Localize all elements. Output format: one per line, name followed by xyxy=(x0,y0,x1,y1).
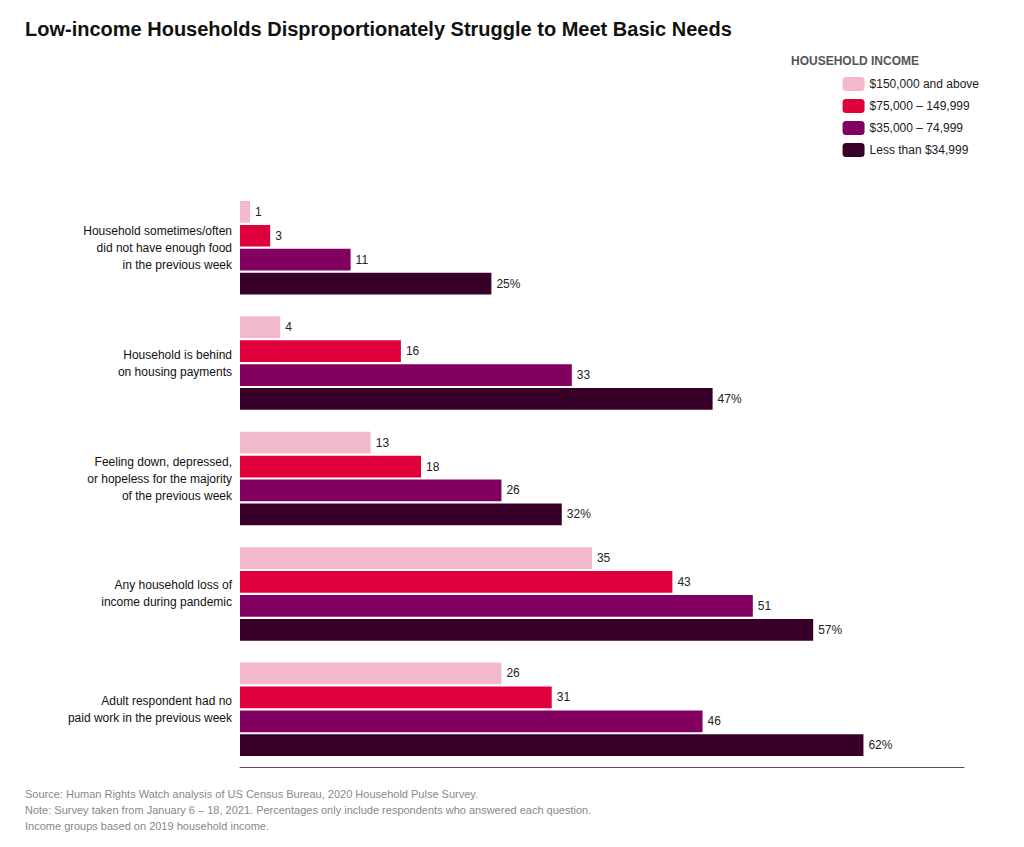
svg-text:26: 26 xyxy=(506,666,520,680)
svg-text:$150,000 and above: $150,000 and above xyxy=(870,77,980,91)
svg-text:Adult respondent had no: Adult respondent had no xyxy=(101,694,232,708)
svg-text:Income groups based on 2019 ho: Income groups based on 2019 household in… xyxy=(25,820,269,832)
svg-text:62%: 62% xyxy=(868,738,892,752)
svg-text:did not have enough food: did not have enough food xyxy=(97,241,232,255)
svg-text:13: 13 xyxy=(376,436,390,450)
svg-text:32%: 32% xyxy=(567,507,591,521)
svg-text:paid work in the previous week: paid work in the previous week xyxy=(68,711,233,725)
svg-text:57%: 57% xyxy=(818,623,842,637)
svg-text:Source: Human Rights Watch ana: Source: Human Rights Watch analysis of U… xyxy=(25,788,478,800)
svg-text:16: 16 xyxy=(406,344,420,358)
svg-text:HOUSEHOLD INCOME: HOUSEHOLD INCOME xyxy=(791,54,919,68)
svg-text:Feeling down, depressed,: Feeling down, depressed, xyxy=(95,455,232,469)
svg-text:income during pandemic: income during pandemic xyxy=(101,595,232,609)
svg-text:25%: 25% xyxy=(496,277,520,291)
svg-text:$75,000 – 149,999: $75,000 – 149,999 xyxy=(870,99,970,113)
svg-text:1: 1 xyxy=(255,205,262,219)
svg-text:Note: Survey taken from Januar: Note: Survey taken from January 6 – 18, … xyxy=(25,804,591,816)
svg-text:on housing payments: on housing payments xyxy=(118,365,232,379)
svg-text:31: 31 xyxy=(557,690,571,704)
svg-text:26: 26 xyxy=(506,483,520,497)
svg-text:or hopeless for the majority: or hopeless for the majority xyxy=(87,472,232,486)
svg-text:Household is behind: Household is behind xyxy=(123,348,232,362)
svg-text:33: 33 xyxy=(577,368,591,382)
svg-text:3: 3 xyxy=(275,229,282,243)
svg-text:in the previous week: in the previous week xyxy=(123,258,233,272)
svg-text:46: 46 xyxy=(708,714,722,728)
svg-text:43: 43 xyxy=(677,575,691,589)
svg-text:Low-income Households Dispropo: Low-income Households Disproportionately… xyxy=(25,18,732,40)
svg-text:Any household loss of: Any household loss of xyxy=(115,578,233,592)
svg-text:$35,000 – 74,999: $35,000 – 74,999 xyxy=(870,121,964,135)
svg-text:4: 4 xyxy=(285,320,292,334)
svg-text:47%: 47% xyxy=(718,392,742,406)
svg-text:51: 51 xyxy=(758,599,772,613)
svg-text:18: 18 xyxy=(426,460,440,474)
svg-text:Less than $34,999: Less than $34,999 xyxy=(870,143,969,157)
svg-text:11: 11 xyxy=(356,253,369,267)
svg-text:Household sometimes/often: Household sometimes/often xyxy=(83,224,232,238)
svg-text:of the previous week: of the previous week xyxy=(122,489,233,503)
svg-text:35: 35 xyxy=(597,551,611,565)
